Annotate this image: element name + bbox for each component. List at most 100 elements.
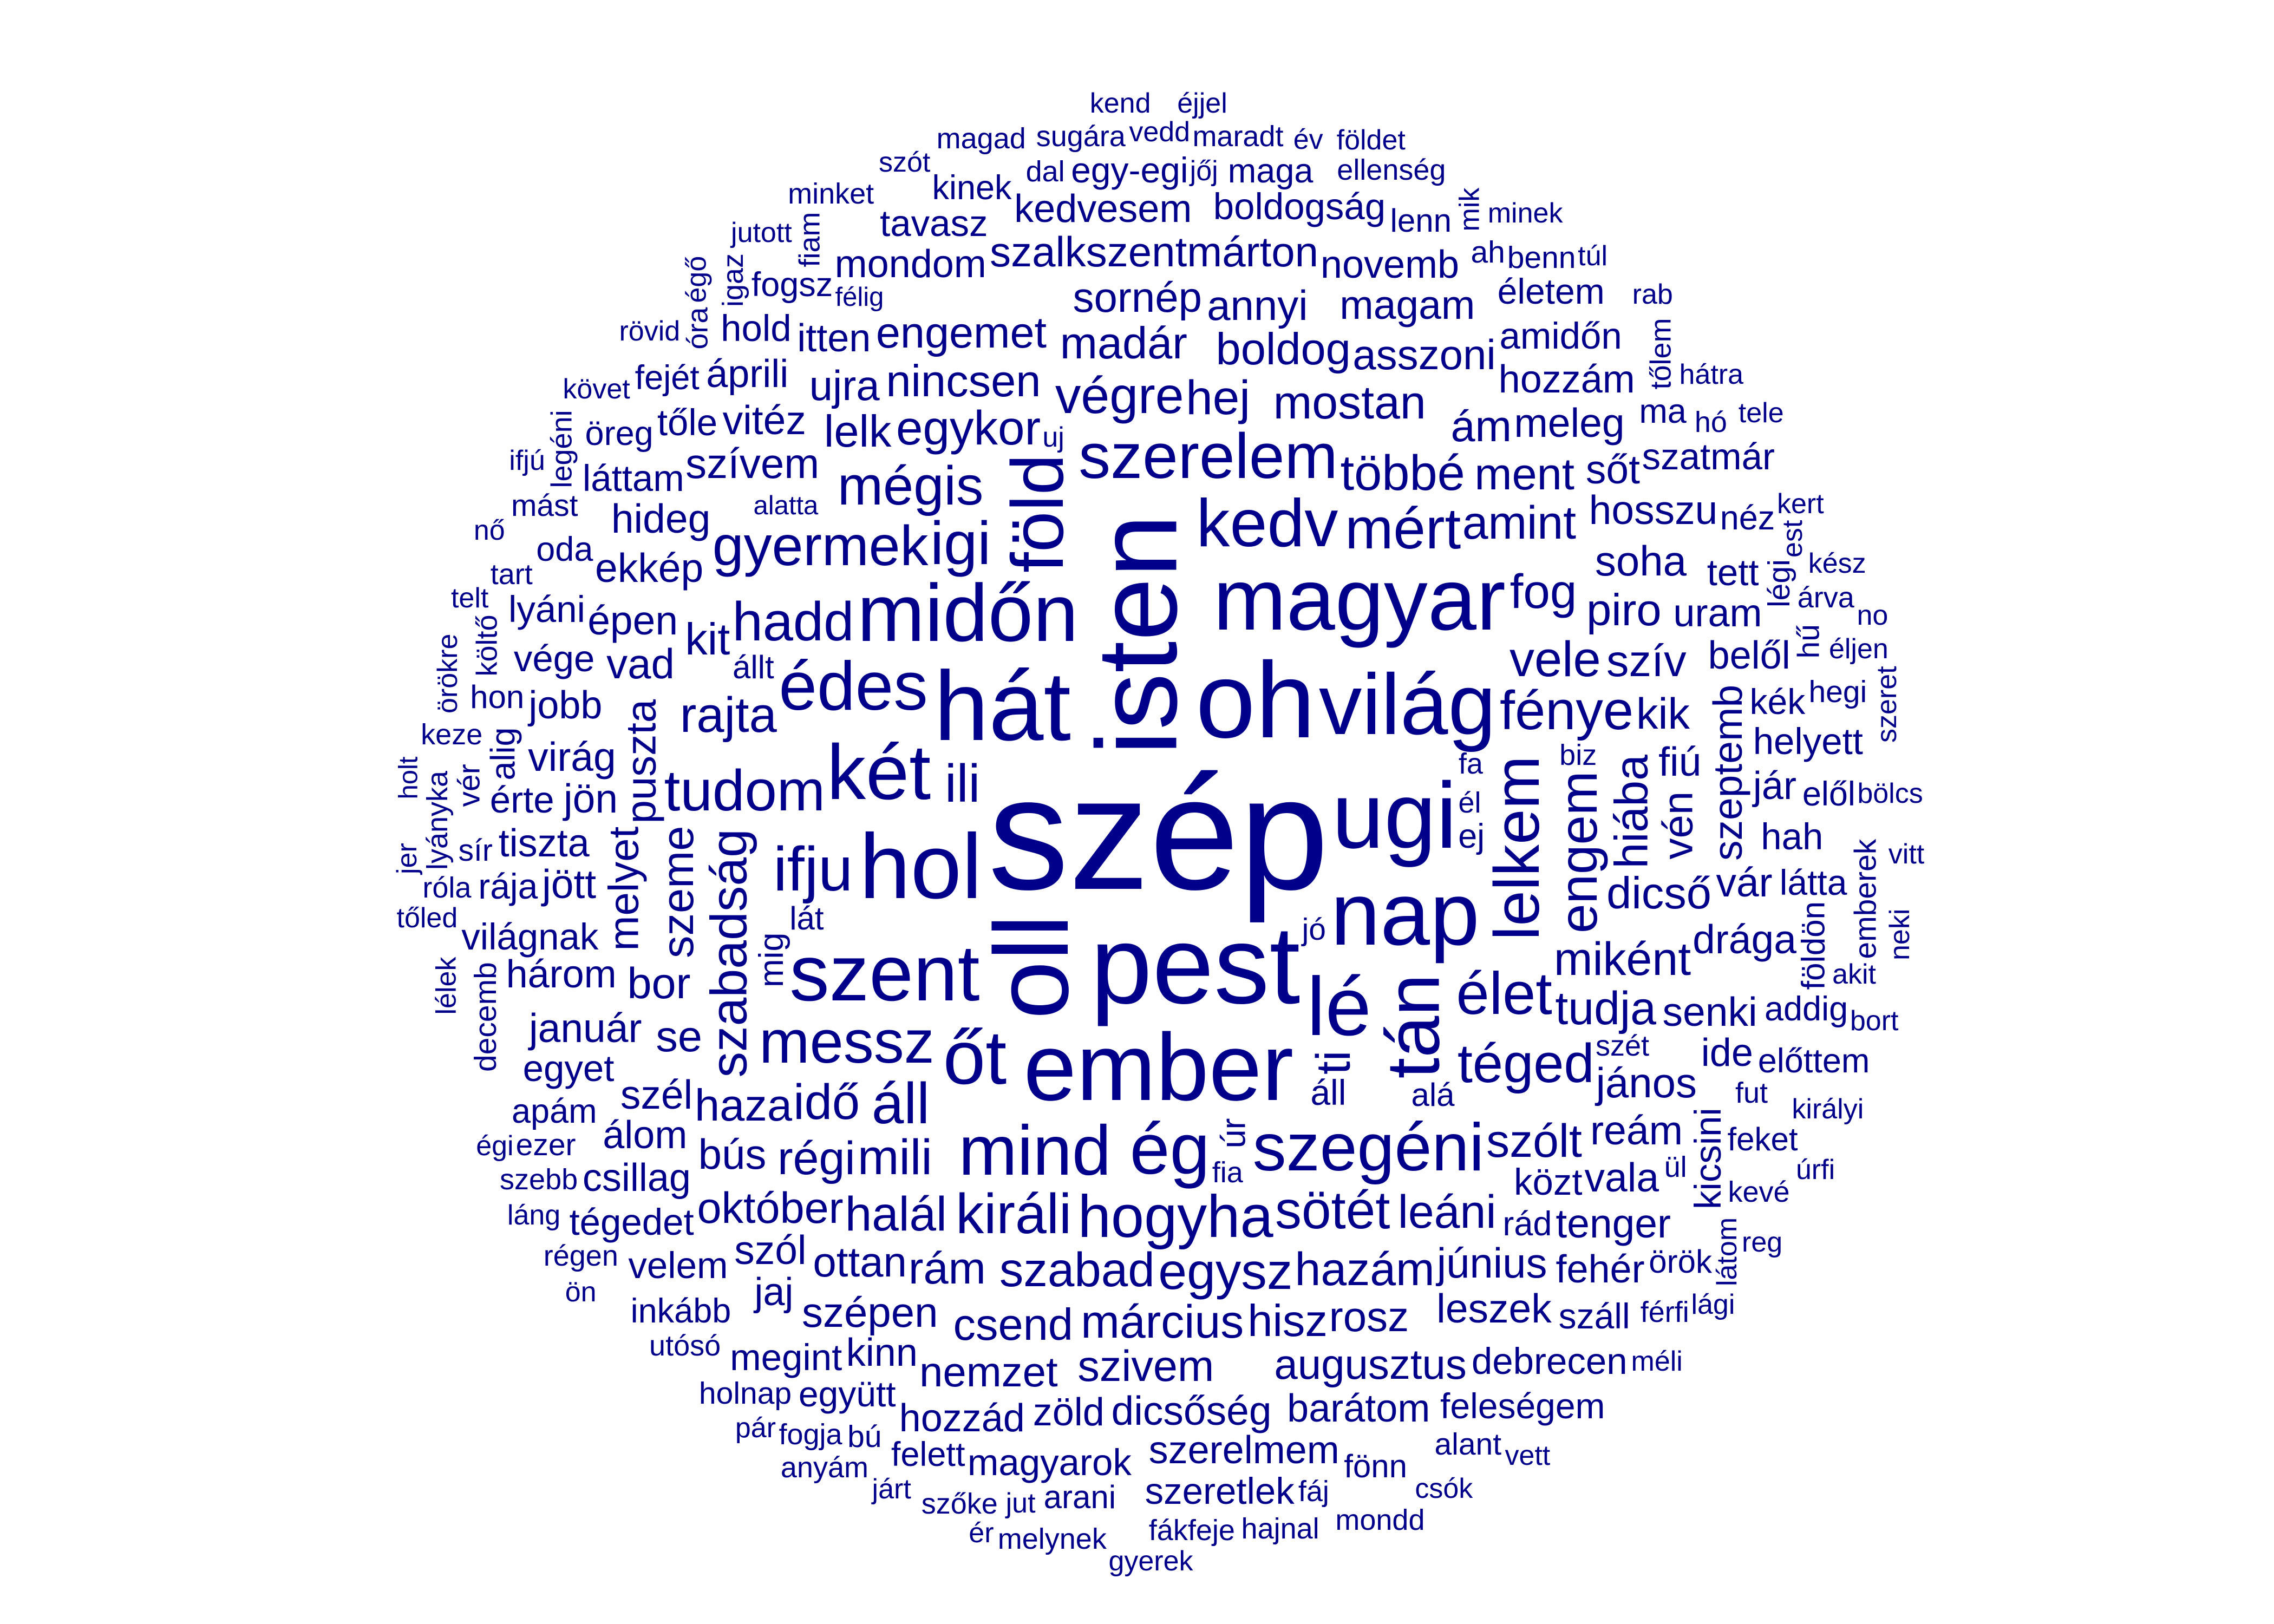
word-éjjel: éjjel bbox=[1177, 87, 1227, 119]
word-téged: téged bbox=[1457, 1033, 1595, 1094]
word-szél: szél bbox=[620, 1071, 693, 1117]
word-oda: oda bbox=[536, 530, 593, 568]
word-tele: tele bbox=[1738, 397, 1784, 429]
word-együtt: együtt bbox=[798, 1374, 896, 1415]
word-ah: ah bbox=[1471, 235, 1505, 270]
word-hah: hah bbox=[1761, 816, 1824, 858]
word-minek: minek bbox=[1487, 197, 1563, 229]
word-jobb: jobb bbox=[528, 684, 603, 728]
word-benn: benn bbox=[1507, 240, 1576, 276]
word-mért: mért bbox=[1345, 496, 1461, 561]
word-fiam: fiam bbox=[793, 212, 826, 267]
word-vén: vén bbox=[1654, 791, 1702, 860]
word-föld: föld bbox=[996, 454, 1079, 573]
word-ellenség: ellenség bbox=[1337, 153, 1446, 186]
word-tudja: tudja bbox=[1555, 982, 1656, 1034]
word-magad: magad bbox=[936, 122, 1026, 155]
word-magyar: magyar bbox=[1213, 551, 1506, 649]
word-szólt: szólt bbox=[1486, 1115, 1582, 1168]
word-addig: addig bbox=[1764, 990, 1848, 1029]
word-közt: közt bbox=[1514, 1161, 1583, 1203]
word-uj: uj bbox=[1042, 422, 1064, 454]
word-isten: isten bbox=[1073, 514, 1201, 756]
word-mégis: mégis bbox=[837, 456, 984, 517]
word-többé: többé bbox=[1340, 445, 1465, 501]
word-vala: vala bbox=[1584, 1154, 1659, 1200]
word-sugára: sugára bbox=[1036, 120, 1126, 153]
word-virág: virág bbox=[528, 734, 616, 780]
word-örök: örök bbox=[1649, 1243, 1712, 1280]
word-nő: nő bbox=[473, 515, 505, 547]
word-nemzet: nemzet bbox=[919, 1347, 1058, 1396]
word-annyi: annyi bbox=[1207, 281, 1308, 329]
word-kend: kend bbox=[1089, 87, 1151, 119]
word-nap: nap bbox=[1330, 864, 1480, 964]
word-él: él bbox=[1458, 787, 1481, 820]
word-tiszta: tiszta bbox=[498, 821, 590, 865]
word-szót: szót bbox=[879, 146, 931, 178]
word-érte: érte bbox=[489, 778, 554, 821]
word-tenger: tenger bbox=[1556, 1200, 1671, 1246]
word-hon: hon bbox=[470, 678, 525, 715]
word-bú: bú bbox=[847, 1419, 882, 1454]
word-megint: megint bbox=[730, 1337, 842, 1379]
word-madár: madár bbox=[1060, 317, 1187, 368]
word-október: október bbox=[697, 1183, 844, 1233]
word-hosszu: hosszu bbox=[1589, 487, 1718, 533]
word-fönn: fönn bbox=[1344, 1448, 1407, 1485]
word-rövid: rövid bbox=[619, 315, 681, 347]
word-piro: piro bbox=[1586, 584, 1662, 635]
word-néz: néz bbox=[1720, 499, 1775, 537]
word-rád: rád bbox=[1502, 1205, 1552, 1243]
word-holnap: holnap bbox=[698, 1376, 792, 1411]
word-magyarok: magyarok bbox=[967, 1442, 1132, 1484]
word-világnak: világnak bbox=[461, 915, 599, 958]
word-magam: magam bbox=[1339, 282, 1475, 328]
word-fia: fia bbox=[1212, 1156, 1243, 1189]
word-tavasz: tavasz bbox=[880, 202, 988, 244]
word-ifju: ifju bbox=[773, 834, 853, 904]
word-lelk: lelk bbox=[824, 406, 892, 457]
word-se: se bbox=[656, 1012, 702, 1061]
word-hadd: hadd bbox=[732, 592, 854, 653]
word-hideg: hideg bbox=[611, 496, 711, 542]
word-telt: telt bbox=[450, 582, 489, 614]
word-ej: ej bbox=[1458, 817, 1485, 856]
word-apám: apám bbox=[512, 1092, 597, 1131]
word-sornép: sornép bbox=[1073, 273, 1203, 321]
word-szalkszentmárton: szalkszentmárton bbox=[990, 227, 1318, 276]
word-áprili: áprili bbox=[706, 352, 789, 396]
word-királyi: királyi bbox=[1792, 1093, 1864, 1125]
word-mig: mig bbox=[752, 932, 790, 987]
word-lé: lé bbox=[1306, 960, 1371, 1053]
word-kert: kert bbox=[1777, 488, 1824, 520]
word-ám: ám bbox=[1450, 402, 1512, 451]
word-kedvesem: kedvesem bbox=[1014, 187, 1192, 231]
word-hisz: hisz bbox=[1247, 1295, 1328, 1346]
word-élet: élet bbox=[1456, 960, 1552, 1027]
word-sötét: sötét bbox=[1275, 1180, 1390, 1240]
word-utósó: utósó bbox=[649, 1330, 721, 1363]
word-tőled: tőled bbox=[396, 902, 458, 934]
word-tart: tart bbox=[490, 558, 533, 591]
word-száll: száll bbox=[1558, 1295, 1630, 1336]
word-hozzám: hozzám bbox=[1498, 358, 1635, 402]
word-ér: ér bbox=[969, 1517, 994, 1549]
word-követ: követ bbox=[563, 373, 630, 405]
word-kék: kék bbox=[1749, 681, 1806, 722]
word-ma: ma bbox=[1639, 392, 1687, 430]
word-felett: felett bbox=[891, 1436, 965, 1474]
word-velem: velem bbox=[628, 1244, 728, 1286]
word-régi: régi bbox=[777, 1132, 855, 1184]
word-szívem: szívem bbox=[685, 439, 820, 487]
word-melynek: melynek bbox=[997, 1522, 1107, 1555]
word-midőn: midőn bbox=[857, 567, 1079, 659]
word-leszek: leszek bbox=[1436, 1285, 1552, 1331]
word-sír: sír bbox=[458, 833, 493, 868]
word-férfi: férfi bbox=[1640, 1295, 1689, 1328]
word-régen: régen bbox=[543, 1240, 618, 1273]
word-tégedet: tégedet bbox=[569, 1201, 694, 1243]
word-minket: minket bbox=[788, 177, 874, 210]
word-lát: lát bbox=[789, 900, 824, 937]
word-maradt: maradt bbox=[1192, 120, 1284, 153]
